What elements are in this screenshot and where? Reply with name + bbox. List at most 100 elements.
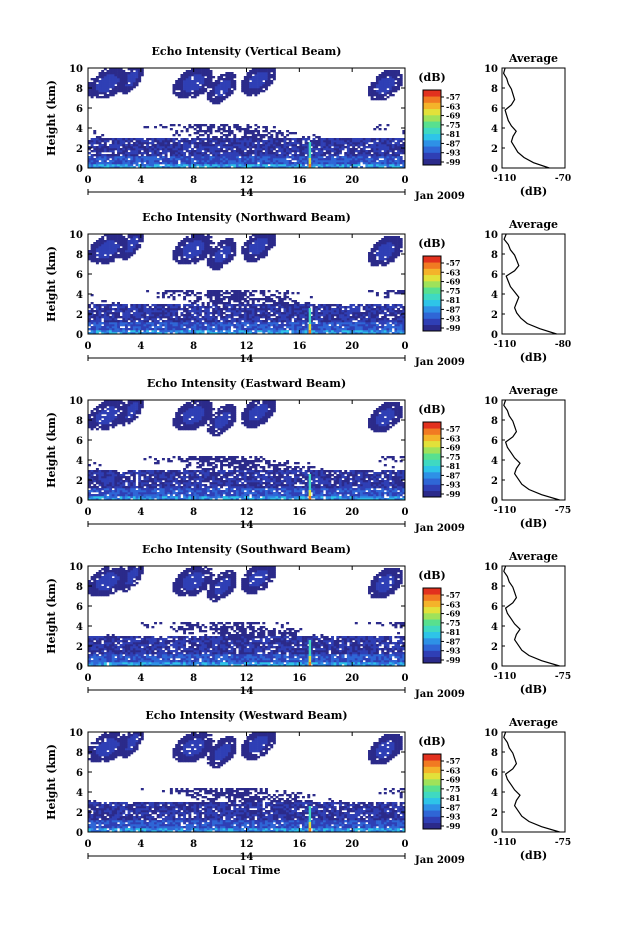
average-x-tick-label: -75 [555,672,571,682]
x-tick-label: 12 [240,673,254,684]
panel-4: Echo Intensity (Westward Beam) Height (km… [45,709,571,877]
colorbar-tick-label: -69 [446,443,461,453]
x-tick-label: 20 [345,673,359,684]
colorbar-swatch [423,588,441,595]
colorbar-frame [422,753,442,830]
y-tick-label: 10 [69,230,83,241]
average-frame [501,233,566,335]
x-tick-label: 8 [190,673,197,684]
date-label: Jan 2009 [414,191,465,202]
y-tick-label: 10 [69,562,83,573]
colorbar-tick-label: -75 [446,120,460,130]
colorbar-tick-label: -81 [446,793,460,803]
colorbar-swatch [423,453,441,460]
colorbar-frame [422,587,442,664]
y-tick-label: 0 [76,330,83,341]
y-axis-label: Height (km) [45,744,58,820]
average-x-tick-label: -80 [555,340,571,350]
x-tick-label: 16 [292,673,306,684]
colorbar-swatch [423,324,441,332]
colorbar-tick-label: -57 [446,756,460,766]
colorbar-swatch [423,766,441,774]
colorbar-swatch [423,447,441,454]
date-tick-label: 14 [240,686,254,697]
colorbar-swatch [423,140,441,147]
x-tick-label: 0 [85,341,92,352]
colorbar-swatch [423,613,441,620]
x-tick-label: 16 [292,839,306,850]
colorbar-swatch [423,822,441,830]
average-frame [501,731,566,833]
y-tick-label: 2 [76,642,83,653]
colorbar-swatch [423,459,441,467]
panel-1: Echo Intensity (Northward Beam) Height (k… [45,211,571,368]
colorbar-swatch [423,318,441,326]
x-tick-label: 4 [137,507,144,518]
average-y-tick-label: 0 [491,496,498,507]
date-tick-label: 14 [240,852,254,863]
colorbar-swatch [423,121,441,128]
y-tick-label: 4 [76,788,83,799]
colorbar-swatch [423,600,441,608]
colorbar-unit: (dB) [418,569,445,582]
average-x-tick-label: -110 [494,838,517,848]
average-y-tick-label: 6 [491,436,498,447]
average-y-tick-label: 10 [484,64,498,75]
average-frame [501,565,566,667]
colorbar-swatch [423,293,441,301]
colorbar-unit: (dB) [418,237,445,250]
y-tick-label: 4 [76,622,83,633]
colorbar-tick-label: -57 [446,590,460,600]
colorbar-tick-label: -81 [446,627,460,637]
colorbar-swatch [423,625,441,633]
x-tick-label: 8 [190,507,197,518]
colorbar-swatch [423,472,441,479]
colorbar-tick-label: -63 [446,765,461,775]
x-tick-label: 4 [137,175,144,186]
average-title: Average [508,384,558,397]
average-x-tick-label: -110 [494,506,517,516]
average-y-tick-label: 8 [491,84,498,95]
colorbar-tick-label: -75 [446,452,460,462]
y-tick-label: 0 [76,496,83,507]
y-tick-label: 4 [76,124,83,135]
y-tick-label: 8 [76,416,83,427]
heatmap-field [88,732,406,833]
average-y-tick-label: 8 [491,582,498,593]
colorbar-swatch [423,810,441,817]
colorbar-swatch [423,428,441,435]
average-y-tick-label: 0 [491,828,498,839]
y-tick-label: 0 [76,662,83,673]
colorbar-swatch [423,779,441,786]
colorbar-swatch [423,754,441,761]
colorbar-tick-label: -69 [446,609,461,619]
colorbar-swatch [423,158,441,166]
colorbar-tick-label: -57 [446,258,460,268]
colorbar-tick-label: -69 [446,775,461,785]
y-tick-label: 8 [76,250,83,261]
average-x-tick-label: -75 [555,506,571,516]
x-tick-label: 0 [402,839,409,850]
y-tick-label: 6 [76,436,83,447]
x-tick-label: 20 [345,839,359,850]
x-tick-label: 4 [137,839,144,850]
colorbar-swatch [423,816,441,824]
panel-0: Echo Intensity (Vertical Beam) Height (km… [45,45,571,202]
colorbar-tick-label: -99 [446,323,461,333]
x-tick-label: 0 [402,341,409,352]
y-tick-label: 10 [69,64,83,75]
average-y-tick-label: 8 [491,748,498,759]
x-tick-label: 4 [137,341,144,352]
average-y-tick-label: 6 [491,768,498,779]
y-tick-label: 8 [76,582,83,593]
y-tick-label: 4 [76,290,83,301]
y-tick-label: 4 [76,456,83,467]
average-y-tick-label: 4 [491,124,498,135]
colorbar-tick-label: -99 [446,821,461,831]
average-y-tick-label: 4 [491,622,498,633]
average-y-tick-label: 10 [484,562,498,573]
colorbar-swatch [423,619,441,626]
colorbar-unit: (dB) [418,71,445,84]
colorbar-swatch [423,274,441,282]
average-profile-line [503,565,560,667]
